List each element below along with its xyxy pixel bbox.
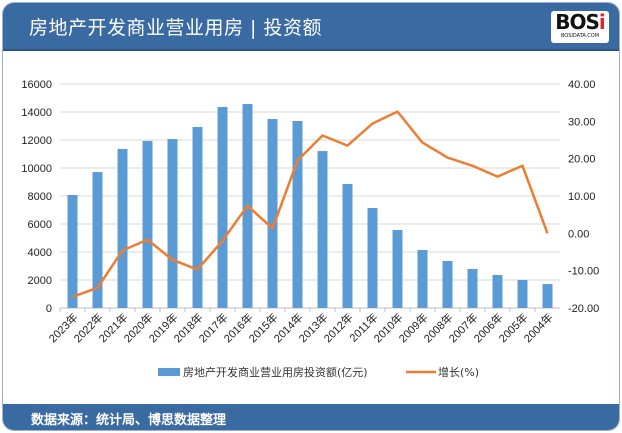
bar [167,139,178,308]
bar [217,106,228,309]
header-bar: 房地产开发商业营业用房 | 投资额 BOSi BOSIDATA.COM [3,3,619,51]
bar [417,250,428,308]
bosi-logo: BOSi BOSIDATA.COM [551,11,609,43]
left-axis-tick: 4000 [28,247,52,259]
right-axis-tick: 10.00 [568,191,596,203]
bar [192,126,203,308]
growth-line [72,110,549,298]
left-axis-tick: 6000 [28,219,52,231]
left-axis-tick: 14000 [21,107,52,119]
bar [317,151,328,308]
right-axis-tick: 30.00 [568,116,596,128]
left-axis-tick: 0 [46,303,52,315]
bar [492,274,503,308]
bar [392,230,403,308]
bar [67,195,78,308]
footer-bar: 数据来源：统计局、博思数据整理 [3,404,619,430]
data-source: 数据来源：统计局、博思数据整理 [31,413,227,428]
legend-swatch-bar [158,368,180,376]
left-axis-tick: 16000 [21,79,52,91]
right-axis-tick: -10.00 [568,266,599,278]
left-axis-tick: 12000 [21,135,52,147]
right-axis-tick: 20.00 [568,154,596,166]
bar [292,120,303,309]
legend-label-bar: 房地产开发商业营业用房投资额(亿元) [183,365,368,379]
bar [367,208,378,308]
bar [442,260,453,308]
right-axis-tick: 0.00 [568,228,589,240]
legend-label-line: 增长(%) [438,365,479,379]
bar [342,183,353,308]
chart-title: 房地产开发商业营业用房 | 投资额 [29,17,322,39]
left-axis-tick: 8000 [28,191,52,203]
bar [117,148,128,308]
left-axis-tick: 2000 [28,275,52,287]
bar [542,284,553,308]
right-axis-tick: 40.00 [568,79,596,91]
right-axis-tick: -20.00 [568,303,599,315]
bar [517,280,528,308]
bar [267,119,278,308]
bar [142,140,153,308]
bar [467,268,478,308]
bar [92,172,103,308]
left-axis-tick: 10000 [21,163,52,175]
